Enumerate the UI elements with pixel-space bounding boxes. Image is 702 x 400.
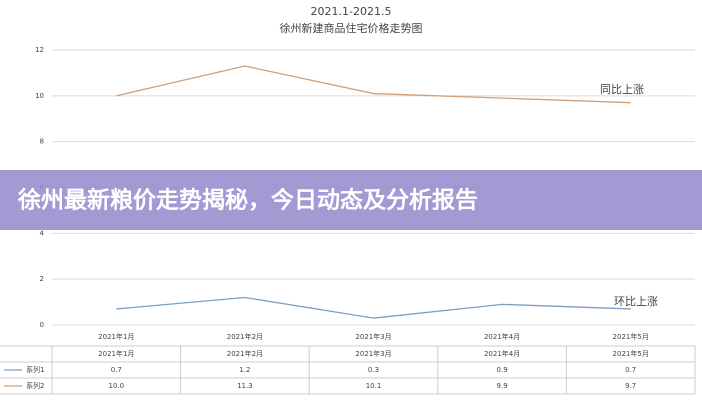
- y-tick-label: 12: [35, 46, 44, 54]
- table-cell: 11.3: [237, 382, 253, 390]
- y-tick-label: 10: [35, 92, 44, 100]
- x-tick-label: 2021年2月: [227, 332, 263, 341]
- legend-label: 系列1: [26, 365, 44, 374]
- table-cell: 0.9: [497, 366, 508, 374]
- table-cell: 0.7: [111, 366, 122, 374]
- line-series: [116, 296, 631, 319]
- table-cell: 10.1: [366, 382, 382, 390]
- legend-label: 系列2: [26, 381, 44, 390]
- table-header: 2021年2月: [227, 349, 263, 358]
- annotation: 同比上涨: [600, 83, 644, 96]
- table-cell: 10.0: [109, 382, 125, 390]
- chart-subtitle: 徐州新建商品住宅价格走势图: [280, 21, 423, 35]
- table-header: 2021年4月: [484, 349, 520, 358]
- annotation: 环比上涨: [614, 295, 658, 308]
- x-tick-label: 2021年1月: [98, 332, 134, 341]
- table-cell: 0.7: [625, 366, 636, 374]
- table-cell: 1.2: [239, 366, 250, 374]
- table-cell: 0.3: [368, 366, 379, 374]
- line-series: [116, 65, 631, 104]
- table-cell: 9.7: [625, 382, 636, 390]
- table-cell: 9.9: [497, 382, 508, 390]
- y-tick-label: 4: [40, 229, 45, 237]
- y-tick-label: 0: [40, 321, 44, 329]
- table-header: 2021年3月: [355, 349, 391, 358]
- chart-title: 2021.1-2021.5: [311, 5, 392, 18]
- x-tick-label: 2021年4月: [484, 332, 520, 341]
- banner: [0, 170, 702, 230]
- table-header: 2021年1月: [98, 349, 134, 358]
- table-header: 2021年5月: [613, 349, 649, 358]
- x-tick-label: 2021年3月: [355, 332, 391, 341]
- banner-text: 徐州最新粮价走势揭秘，今日动态及分析报告: [17, 187, 478, 214]
- y-tick-label: 8: [40, 138, 44, 146]
- y-tick-label: 2: [40, 275, 44, 283]
- x-tick-label: 2021年5月: [613, 332, 649, 341]
